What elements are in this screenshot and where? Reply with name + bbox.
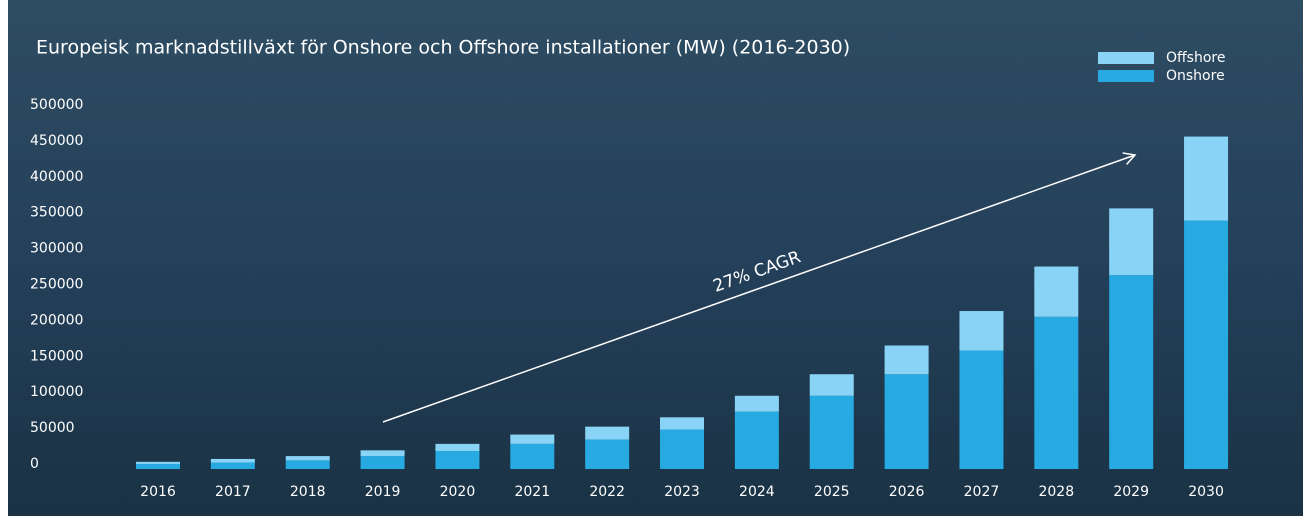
y-tick-label: 400000 (30, 169, 83, 185)
bar-segment (435, 451, 479, 469)
x-tick-label: 2023 (664, 484, 700, 500)
y-tick-label: 250000 (30, 277, 83, 293)
y-tick-label: 150000 (30, 348, 83, 364)
y-tick-label: 200000 (30, 312, 83, 328)
x-tick-label: 2016 (140, 484, 176, 500)
chart-title: Europeisk marknadstillväxt för Onshore o… (36, 37, 850, 59)
legend-label: Onshore (1166, 68, 1225, 84)
bar-segment (810, 396, 854, 469)
bar-segment (510, 444, 554, 469)
x-tick-label: 2018 (290, 484, 326, 500)
bar-segment (435, 444, 479, 451)
bar-segment (885, 374, 929, 469)
chart: Europeisk marknadstillväxt för Onshore o… (0, 0, 1311, 521)
bar-segment (136, 464, 180, 469)
y-tick-label: 0 (30, 456, 39, 472)
bar-segment (286, 456, 330, 460)
legend-swatch (1098, 52, 1154, 64)
y-tick-label: 100000 (30, 384, 83, 400)
bar-segment (735, 396, 779, 412)
x-tick-label: 2019 (365, 484, 401, 500)
x-tick-label: 2024 (739, 484, 775, 500)
bar-segment (959, 311, 1003, 350)
y-tick-label: 50000 (30, 420, 75, 436)
bar-segment (810, 374, 854, 396)
x-tick-label: 2017 (215, 484, 251, 500)
bar-segment (286, 460, 330, 469)
x-tick-label: 2027 (964, 484, 1000, 500)
bar-segment (1034, 317, 1078, 469)
y-tick-label: 350000 (30, 205, 83, 221)
legend-swatch (1098, 70, 1154, 82)
x-tick-label: 2030 (1188, 484, 1224, 500)
bar-segment (510, 435, 554, 444)
x-tick-label: 2029 (1113, 484, 1149, 500)
bar-segment (735, 412, 779, 469)
legend-label: Offshore (1166, 50, 1225, 66)
y-tick-label: 300000 (30, 241, 83, 257)
x-tick-label: 2020 (440, 484, 476, 500)
bar-segment (1184, 221, 1228, 469)
x-tick-label: 2021 (514, 484, 550, 500)
x-tick-label: 2022 (589, 484, 625, 500)
bar-segment (136, 462, 180, 464)
x-tick-label: 2028 (1038, 484, 1074, 500)
bar-segment (585, 440, 629, 469)
bar-segment (585, 427, 629, 440)
y-tick-label: 500000 (30, 97, 83, 113)
bar-segment (1109, 275, 1153, 469)
page: Europeisk marknadstillväxt för Onshore o… (0, 0, 1311, 525)
bar-segment (211, 463, 255, 469)
bar-segment (361, 456, 405, 469)
y-tick-label: 450000 (30, 133, 83, 149)
bar-segment (660, 430, 704, 469)
x-tick-label: 2025 (814, 484, 850, 500)
bar-segment (1034, 267, 1078, 317)
bar-segment (211, 459, 255, 463)
bar-segment (1184, 137, 1228, 221)
bar-segment (660, 417, 704, 429)
bar-segment (885, 346, 929, 375)
bar-segment (1109, 208, 1153, 275)
x-tick-label: 2026 (889, 484, 925, 500)
bar-segment (361, 450, 405, 456)
bar-segment (959, 351, 1003, 469)
